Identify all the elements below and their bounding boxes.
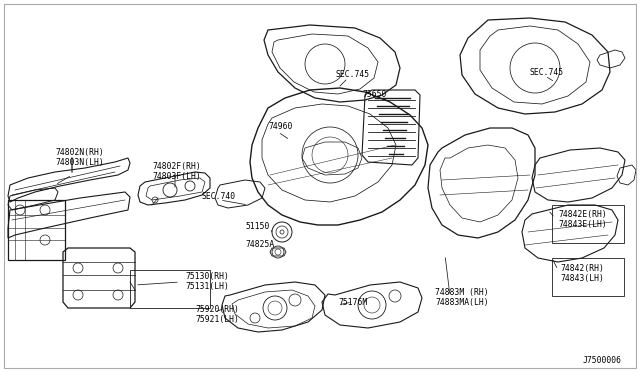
Text: 74960: 74960 <box>268 122 292 131</box>
Text: 74825A: 74825A <box>245 240 275 249</box>
Text: 75920(RH)
75921(LH): 75920(RH) 75921(LH) <box>195 305 239 324</box>
Text: 74842(RH)
74843(LH): 74842(RH) 74843(LH) <box>560 264 604 283</box>
Bar <box>552 258 624 296</box>
Text: 51150: 51150 <box>245 222 269 231</box>
Text: 75650: 75650 <box>362 90 387 99</box>
Text: SEC.740: SEC.740 <box>202 192 236 201</box>
Text: 74802N(RH)
74803N(LH): 74802N(RH) 74803N(LH) <box>55 148 104 167</box>
Text: 74802F(RH)
74803F(LH): 74802F(RH) 74803F(LH) <box>152 162 201 182</box>
Text: 75130(RH)
75131(LH): 75130(RH) 75131(LH) <box>185 272 229 291</box>
Bar <box>552 205 624 243</box>
Text: 75176M: 75176M <box>338 298 367 307</box>
Text: J7500006: J7500006 <box>583 356 622 365</box>
Text: 74883M (RH)
74883MA(LH): 74883M (RH) 74883MA(LH) <box>435 288 488 307</box>
Bar <box>130 270 210 308</box>
Text: SEC.745: SEC.745 <box>530 68 564 77</box>
Text: 74842E(RH)
74843E(LH): 74842E(RH) 74843E(LH) <box>558 210 607 230</box>
Text: SEC.745: SEC.745 <box>335 70 369 79</box>
